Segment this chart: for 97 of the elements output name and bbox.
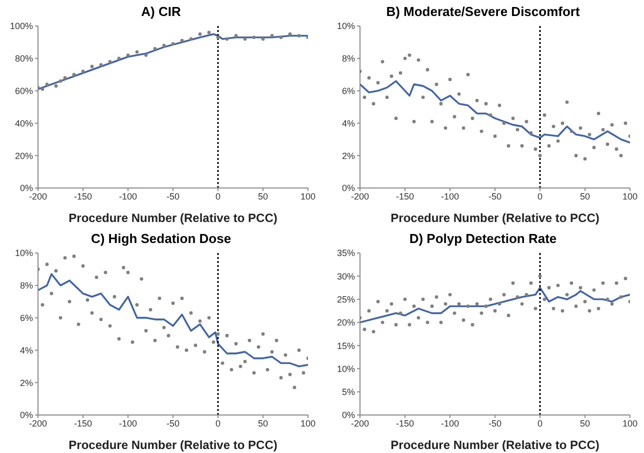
y-tick-label: 2% [342,150,355,161]
y-tick-label: 60% [14,86,33,96]
x-tick-label: -50 [166,418,180,428]
y-tick-label: 0% [20,183,33,194]
point [58,79,62,83]
x-tick-label: 50 [258,191,268,202]
x-axis-title: Procedure Number (Relative to PCC) [390,211,600,225]
x-tick-label: 0 [537,191,543,202]
line-series [38,33,308,90]
y-tick-label: 0% [20,410,33,420]
y-tick-label: 40% [14,118,33,128]
x-tick-label: 0 [215,418,221,428]
point [40,87,44,91]
chart-title: C) High Sedation Dose [90,230,232,248]
point [198,32,202,36]
y-tick-label: 10% [336,21,355,32]
point [162,44,166,48]
point [279,36,283,40]
x-tick-label: 50 [580,191,590,202]
point [252,36,256,40]
point [288,32,292,36]
y-tick-label: 20% [336,317,355,328]
y-tick-label: 8% [342,54,355,64]
point [234,34,238,38]
point [90,64,94,68]
y-tick-label: 30% [336,270,355,281]
line-series [38,272,308,367]
x-tick-label: 100 [300,191,316,202]
point [153,46,157,50]
point [54,84,58,88]
point [99,63,103,67]
point [81,70,85,74]
y-tick-label: 80% [14,54,33,64]
x-axis-title: Procedure Number (Relative to PCC) [390,438,600,452]
point [135,50,139,54]
x-tick-label: -100 [440,418,460,428]
x-tick-label: -100 [440,191,460,202]
point [126,53,130,57]
x-tick-label: -100 [118,191,138,202]
y-tick-label: 100% [10,21,33,32]
chart-title: D) Polyp Detection Rate [408,230,558,248]
x-tick-label: -50 [488,418,502,428]
x-tick-label: 50 [580,418,590,428]
x-tick-label: -100 [118,418,138,428]
point [45,82,49,86]
y-tick-label: 4% [20,344,33,355]
chart-title: A) CIR [140,3,182,21]
point [270,34,274,38]
line-series [360,80,630,144]
point [171,42,175,46]
point [297,34,301,38]
y-tick-label: 4% [342,118,355,128]
chart-title: B) Moderate/Severe Discomfort [385,3,581,21]
point [225,37,229,41]
y-tick-label: 8% [20,280,33,290]
point [72,72,76,76]
point [261,37,265,41]
x-tick-label: -150 [396,418,414,428]
point [207,30,211,34]
x-tick-label: 50 [258,418,268,428]
y-tick-label: 25% [336,294,355,304]
y-tick-label: 5% [342,386,355,397]
x-tick-label: -200 [350,191,370,202]
y-tick-label: 0% [342,410,355,420]
point [117,56,121,60]
y-tick-label: 6% [342,86,355,96]
x-tick-label: 0 [215,191,221,202]
y-tick-label: 0% [342,183,355,194]
x-tick-label: 0 [537,418,543,428]
line-series [360,286,630,323]
x-tick-label: -150 [74,418,92,428]
point [189,37,193,41]
y-tick-label: 35% [336,248,355,258]
point [243,37,247,41]
y-tick-label: 10% [336,363,355,374]
x-tick-label: 100 [300,418,316,428]
x-tick-label: -50 [488,191,502,202]
x-tick-label: 100 [622,418,638,428]
y-tick-label: 6% [20,312,33,322]
x-tick-label: -200 [28,418,48,428]
y-tick-label: 20% [14,150,33,161]
x-tick-label: -50 [166,191,180,202]
point [180,38,184,42]
x-axis-title: Procedure Number (Relative to PCC) [68,438,278,452]
y-tick-label: 10% [14,248,33,258]
y-tick-label: 2% [20,377,33,388]
point [108,60,112,64]
x-tick-label: -150 [74,191,92,202]
point [216,36,220,40]
x-axis-title: Procedure Number (Relative to PCC) [68,211,278,225]
x-tick-label: 100 [622,191,638,202]
y-tick-label: 15% [336,340,355,350]
x-tick-label: -200 [28,191,48,202]
x-tick-label: -200 [350,418,370,428]
point [144,53,148,57]
point [63,76,67,80]
x-tick-label: -150 [396,191,414,202]
